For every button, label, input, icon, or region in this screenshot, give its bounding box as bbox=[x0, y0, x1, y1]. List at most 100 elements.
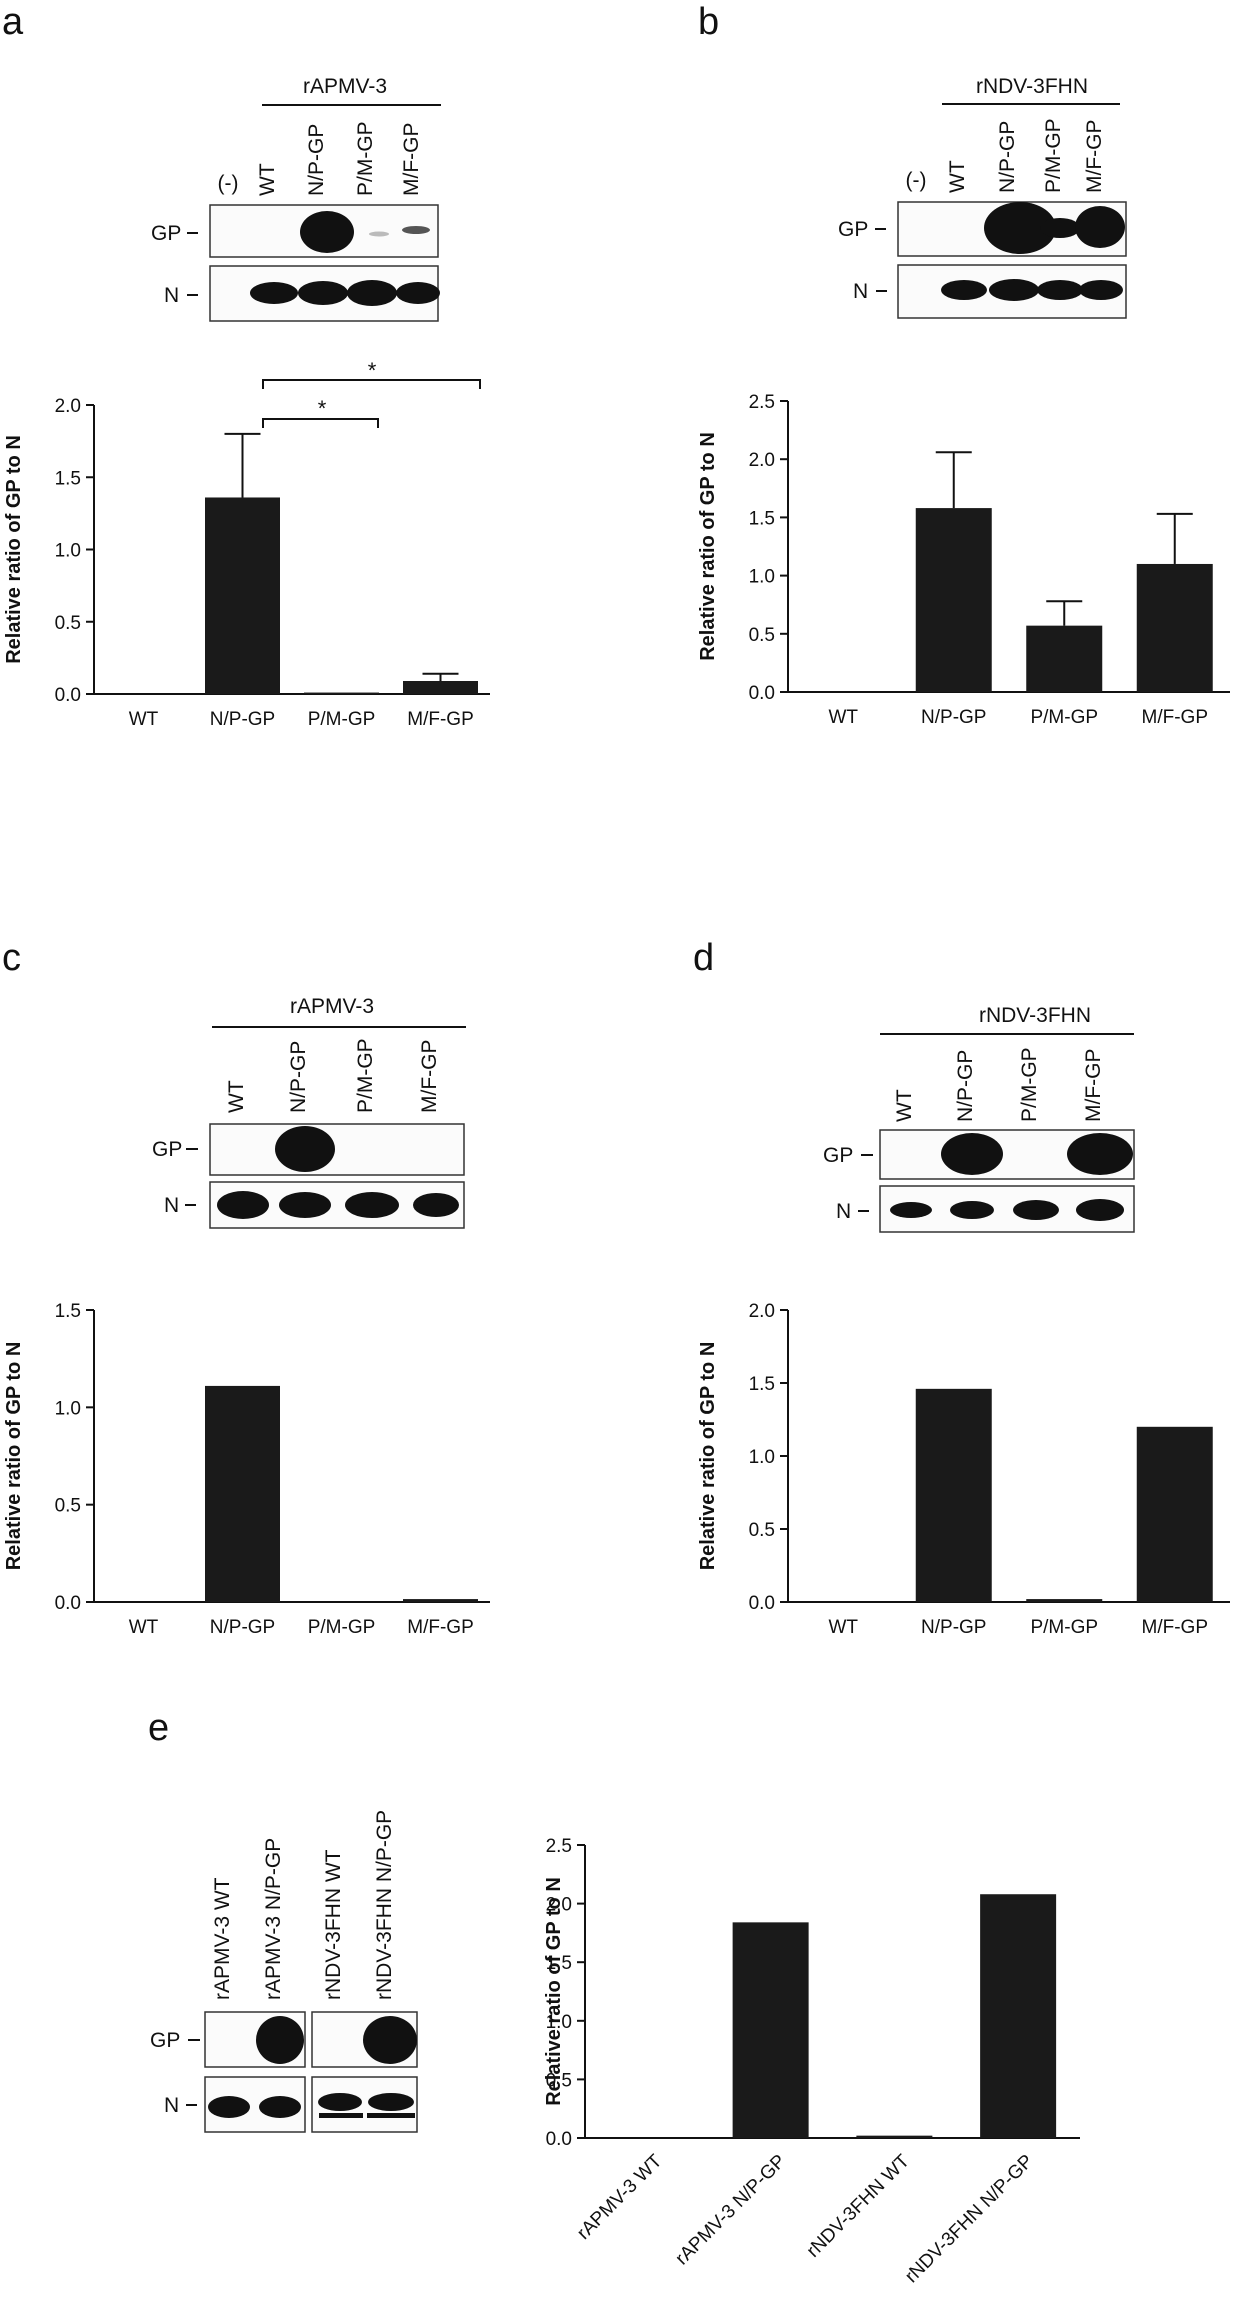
y-tick-label: 2.5 bbox=[749, 392, 775, 413]
lane-label-e-1: rAPMV-3 N/P-GP bbox=[262, 1838, 285, 2000]
category-label-2: P/M-GP bbox=[308, 709, 376, 730]
y-tick-label: 2.0 bbox=[749, 450, 775, 471]
y-tick-label: 1.0 bbox=[546, 2012, 572, 2033]
y-tick-label: 1.0 bbox=[55, 1398, 81, 1419]
category-label-3: M/F-GP bbox=[1142, 707, 1209, 728]
bar-1 bbox=[732, 1922, 809, 2138]
y-tick-label: 1.5 bbox=[749, 1374, 775, 1395]
y-tick-label: 0.0 bbox=[749, 1593, 775, 1614]
blot-c-header: rAPMV-3 bbox=[290, 995, 374, 1018]
blot-d-row-gp-label: GP bbox=[823, 1144, 853, 1167]
lane-label-a-3: P/M-GP bbox=[354, 121, 377, 196]
y-tick-label: 0.5 bbox=[749, 1520, 775, 1541]
bar-2 bbox=[1026, 1599, 1103, 1602]
bar-1 bbox=[205, 497, 280, 694]
lane-label-b-2: N/P-GP bbox=[996, 121, 1019, 193]
y-tick-label: 1.5 bbox=[55, 1301, 81, 1322]
lane-label-c-0: WT bbox=[225, 1080, 248, 1113]
blot-a-header: rAPMV-3 bbox=[303, 75, 387, 98]
y-tick-label: 1.5 bbox=[55, 468, 81, 489]
category-label-3: M/F-GP bbox=[407, 1617, 474, 1638]
category-label-2: P/M-GP bbox=[1030, 1617, 1098, 1638]
bar-2 bbox=[1026, 625, 1103, 692]
chart-e: 0.0 0.5 1.0 1.5 2.0 2.5 Relative ratio of GP t… bbox=[543, 1836, 1080, 2287]
category-label-2: rNDV-3FHN WT bbox=[803, 2150, 914, 2261]
blot-e: rAPMV-3 WT rAPMV-3 N/P-GP rNDV-3FHN WT rNDV… bbox=[150, 1810, 418, 2133]
lane-label-c-2: P/M-GP bbox=[354, 1038, 377, 1113]
y-tick-label: 0.0 bbox=[55, 685, 81, 706]
significance-brackets: * * bbox=[262, 358, 481, 428]
y-axis-label: Relative ratio of GP to N bbox=[543, 1877, 565, 2106]
bar-3 bbox=[1136, 1426, 1213, 1602]
lane-label-d-1: N/P-GP bbox=[954, 1050, 977, 1122]
blot-a-gp-band bbox=[300, 211, 354, 253]
y-tick-label: 1.0 bbox=[55, 541, 81, 562]
bar-3 bbox=[1136, 563, 1213, 692]
lane-label-a-1: WT bbox=[256, 163, 279, 196]
y-tick-label: 0.5 bbox=[546, 2070, 572, 2091]
lane-label-e-0: rAPMV-3 WT bbox=[211, 1877, 234, 2000]
category-label-1: N/P-GP bbox=[210, 709, 275, 730]
bar-2 bbox=[856, 2135, 933, 2138]
lane-label-a-2: N/P-GP bbox=[305, 124, 328, 196]
blot-a-row-n-label: N bbox=[164, 284, 179, 307]
category-label-3: rNDV-3FHN N/P-GP bbox=[901, 2151, 1038, 2288]
bracket-np-pm bbox=[262, 418, 379, 428]
blot-c-gp-band bbox=[275, 1126, 335, 1172]
blot-b-lane-labels: (-) WT N/P-GP P/M-GP M/F-GP bbox=[906, 118, 1106, 193]
lane-label-b-4: M/F-GP bbox=[1083, 120, 1106, 194]
lane-label-d-3: M/F-GP bbox=[1082, 1049, 1105, 1123]
category-label-1: N/P-GP bbox=[921, 1617, 986, 1638]
lane-label-b-3: P/M-GP bbox=[1042, 118, 1065, 193]
blot-a: rAPMV-3 (-) WT N/P-GP P/M-GP M/F-GP GP N bbox=[151, 75, 441, 322]
lane-label-a-0: (-) bbox=[218, 172, 239, 195]
category-label-3: M/F-GP bbox=[1142, 1617, 1209, 1638]
category-label-0: WT bbox=[129, 1617, 159, 1638]
y-tick-label: 2.0 bbox=[546, 1895, 572, 1916]
blot-c: rAPMV-3 WT N/P-GP P/M-GP M/F-GP GP N bbox=[152, 995, 466, 1229]
chart-b: 0.0 0.5 1.0 1.5 2.0 2.5 Relative ratio of GP t… bbox=[697, 392, 1230, 728]
blot-b-gp-band bbox=[984, 202, 1056, 254]
category-label-1: rAPMV-3 N/P-GP bbox=[672, 2151, 791, 2270]
chart-c: 0.0 0.5 1.0 1.5 Relative ratio of GP to N WT N… bbox=[3, 1301, 490, 1638]
y-tick-label: 0.0 bbox=[749, 683, 775, 704]
blot-d-lane-labels: WT N/P-GP P/M-GP M/F-GP bbox=[893, 1047, 1105, 1122]
bar-3 bbox=[403, 1599, 478, 1602]
blot-c-gp-strip bbox=[209, 1123, 465, 1176]
category-label-2: P/M-GP bbox=[1030, 707, 1098, 728]
panel-letter-a: a bbox=[2, 1, 24, 43]
y-tick-label: 0.5 bbox=[55, 1496, 81, 1517]
y-tick-label: 1.5 bbox=[749, 508, 775, 529]
y-tick-label: 2.5 bbox=[546, 1836, 572, 1857]
y-tick-label: 0.0 bbox=[55, 1593, 81, 1614]
lane-label-d-0: WT bbox=[893, 1089, 916, 1122]
blot-a-lane-labels: (-) WT N/P-GP P/M-GP M/F-GP bbox=[218, 121, 423, 196]
y-tick-label: 0.0 bbox=[546, 2129, 572, 2150]
significance-star-1: * bbox=[368, 358, 377, 383]
category-label-0: WT bbox=[828, 1617, 858, 1638]
y-tick-label: 1.0 bbox=[749, 567, 775, 588]
panel-letter-c: c bbox=[2, 937, 21, 979]
significance-star-2: * bbox=[318, 396, 327, 421]
bar-2 bbox=[304, 692, 379, 694]
lane-label-a-4: M/F-GP bbox=[400, 123, 423, 197]
bar-3 bbox=[980, 1894, 1057, 2138]
lane-label-e-3: rNDV-3FHN N/P-GP bbox=[373, 1810, 396, 2000]
category-label-2: P/M-GP bbox=[308, 1617, 376, 1638]
blot-c-row-gp-label: GP bbox=[152, 1138, 182, 1161]
panel-letter-e: e bbox=[148, 1707, 169, 1749]
blot-d: rNDV-3FHN WT N/P-GP P/M-GP M/F-GP GP N bbox=[823, 1004, 1135, 1233]
panel-letter-b: b bbox=[698, 1, 719, 43]
category-label-0: WT bbox=[129, 709, 159, 730]
y-tick-label: 1.5 bbox=[546, 1953, 572, 1974]
bar-1 bbox=[915, 1388, 992, 1602]
chart-a: 0.0 0.5 1.0 1.5 2.0 Relative ratio of GP to N… bbox=[3, 396, 490, 730]
y-axis-label: Relative ratio of GP to N bbox=[697, 432, 719, 661]
blot-b-header: rNDV-3FHN bbox=[976, 75, 1088, 98]
lane-label-c-1: N/P-GP bbox=[287, 1041, 310, 1113]
blot-e-row-gp-label: GP bbox=[150, 2029, 180, 2052]
blot-b: rNDV-3FHN (-) WT N/P-GP P/M-GP M/F-GP GP N bbox=[838, 75, 1127, 319]
panel-letter-d: d bbox=[693, 937, 714, 979]
y-tick-label: 0.5 bbox=[55, 613, 81, 634]
